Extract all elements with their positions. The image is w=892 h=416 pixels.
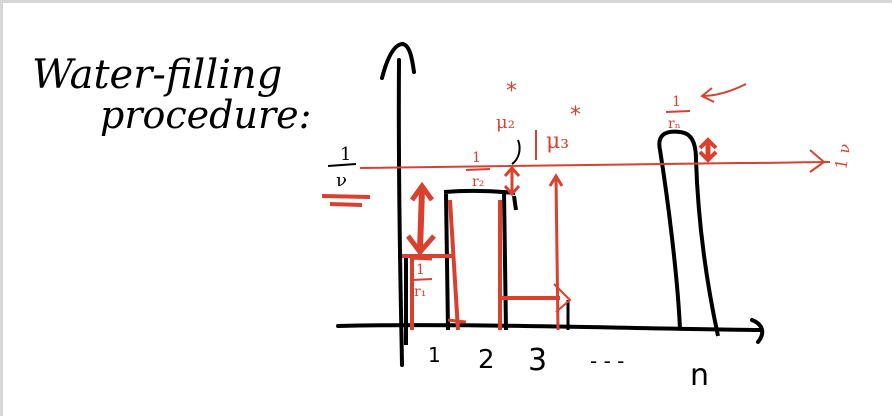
water-fill-2-left [448,199,460,331]
mu2-star: * [506,79,517,104]
mu3-label: μ₃ [546,129,569,154]
level-right-num: 1 [831,157,851,170]
water-fill-1-arrow [417,187,425,253]
bar-n-outline [657,129,720,337]
bar-n-gap-arrowhead-top [698,137,718,150]
rn-fraction-bar [665,110,691,113]
water-fill-1-arrowhead-bottom [406,234,436,256]
canvas-top-border [0,0,892,3]
water-level-arrow [809,149,826,173]
mu2-gap-arrowhead-bottom [503,185,521,197]
r2-fraction-bar [465,168,491,171]
water-fill-3-right [554,177,560,331]
level-right-den: ν [834,142,854,155]
rn-pointer-arrow [701,83,747,97]
y-axis-arrow [380,41,416,80]
level-left-num: 1 [340,144,351,165]
x-tick-2: 2 [478,345,495,375]
bar-n-gap-arrowhead-bottom [698,150,718,163]
x-tick-3: 3 [528,343,547,378]
r1-label-den: r₁ [414,284,426,300]
canvas-left-border [0,0,3,416]
water-fill-3-arrowhead [548,173,564,187]
mu3-star: * [570,103,581,128]
red-mark-left-2 [329,202,363,207]
mu2-bracket [511,139,521,165]
r1-underline [409,256,433,261]
mu2-label: μ₂ [496,112,515,133]
bar-2-corner [512,195,518,211]
x-tick-1: 1 [428,343,441,367]
water-fill-1-arrowhead-top [409,181,435,202]
water-level-line [359,161,831,169]
mu2-gap-arrowhead-top [503,165,521,177]
level-left-den: ν [336,170,347,191]
x-tick-ellipsis: - - - [590,349,624,373]
x-axis-arrow [750,318,765,344]
rn-label-num: 1 [672,94,681,110]
rn-label-den: rₙ [668,116,681,132]
y-axis-line [396,58,404,367]
r1-label-num: 1 [416,262,425,278]
water-fill-2-foot [447,318,467,324]
bar-2-left [444,193,450,331]
r1-fraction-bar [411,278,433,281]
note-title-line1: Water-filling [32,52,282,98]
bar-2-right [502,192,508,331]
x-tick-n: n [690,358,709,393]
red-mark-left-1 [321,194,371,199]
water-fill-3-floor-arrow [553,283,572,313]
rn-pointer-arrowhead [700,87,715,103]
x-axis-line [336,323,762,332]
note-title-line2: procedure: [100,93,311,137]
r2-label-den: r₂ [472,174,484,190]
r2-label-num: 1 [472,150,481,166]
level-left-fraction-bar [327,163,357,167]
bar-2-top [443,188,516,195]
